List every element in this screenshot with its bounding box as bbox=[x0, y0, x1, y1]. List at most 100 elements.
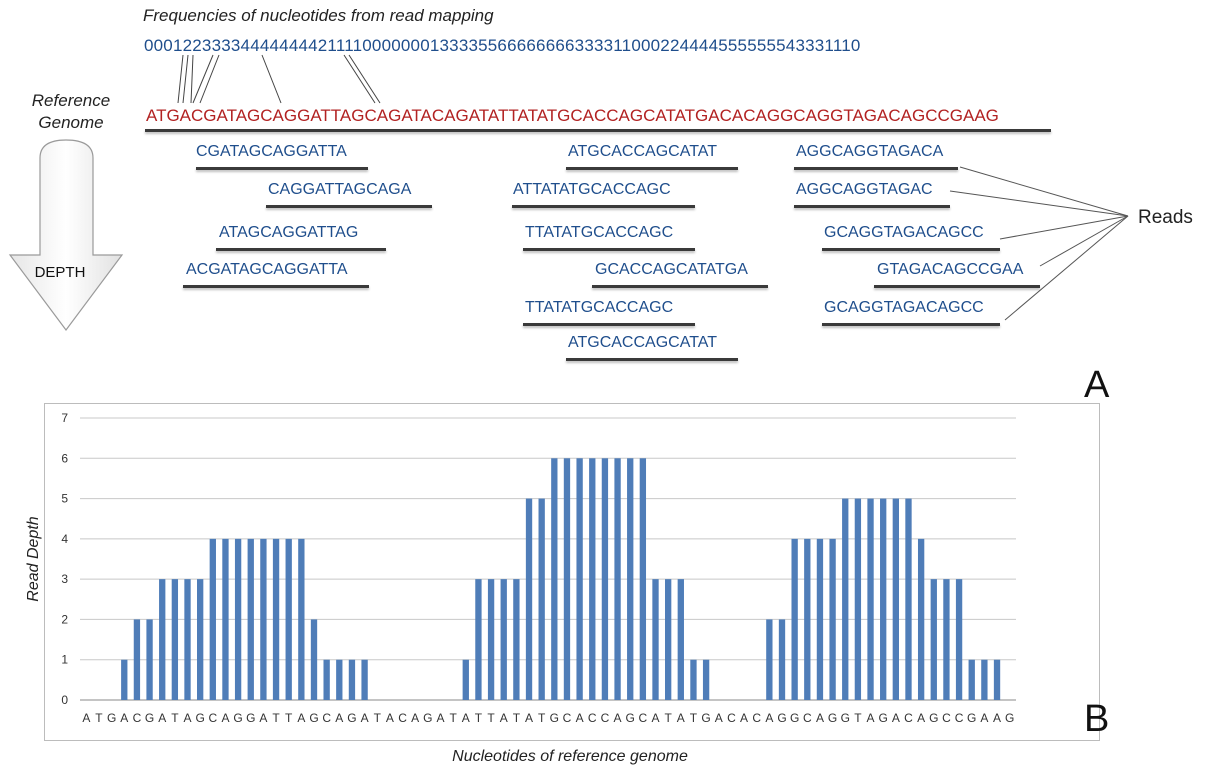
x-tick-label: T bbox=[449, 711, 457, 725]
y-axis-label: Read Depth bbox=[25, 516, 42, 601]
bar bbox=[867, 498, 874, 700]
bar bbox=[272, 538, 280, 700]
bar bbox=[614, 458, 621, 700]
x-tick-label: A bbox=[500, 711, 508, 725]
x-tick-label: A bbox=[917, 711, 925, 725]
x-tick-label: C bbox=[563, 711, 572, 725]
read-underline bbox=[523, 323, 695, 326]
bar bbox=[323, 659, 330, 700]
read-underline bbox=[266, 205, 432, 208]
x-tick-label: C bbox=[942, 711, 951, 725]
bar bbox=[551, 458, 558, 700]
read-underline bbox=[794, 167, 958, 170]
y-tick-label: 7 bbox=[61, 411, 68, 425]
bar bbox=[285, 538, 292, 700]
x-tick-label: A bbox=[525, 711, 533, 725]
read-underline bbox=[822, 248, 1000, 251]
read-7: TTATATGCACCAGC bbox=[525, 224, 674, 241]
bar bbox=[361, 659, 368, 700]
bar bbox=[133, 619, 141, 700]
read-9: TTATATGCACCAGC bbox=[525, 299, 674, 316]
x-tick-label: A bbox=[867, 711, 875, 725]
bar bbox=[601, 458, 609, 700]
x-tick-label: G bbox=[790, 711, 799, 725]
x-tick-label: G bbox=[423, 711, 432, 725]
x-tick-label: G bbox=[701, 711, 710, 725]
x-tick-label: G bbox=[967, 711, 976, 725]
x-tick-label: G bbox=[929, 711, 938, 725]
read-8: GCACCAGCATATGA bbox=[595, 261, 748, 278]
x-tick-label: T bbox=[374, 711, 382, 725]
x-tick-label: G bbox=[195, 711, 204, 725]
x-tick-label: G bbox=[828, 711, 837, 725]
x-tick-label: A bbox=[361, 711, 369, 725]
x-tick-label: C bbox=[208, 711, 217, 725]
bar bbox=[854, 498, 862, 700]
reads-label: Reads bbox=[1138, 207, 1193, 228]
y-tick-label: 4 bbox=[61, 532, 68, 546]
bar bbox=[247, 538, 254, 700]
bar bbox=[487, 579, 495, 700]
x-tick-label: A bbox=[892, 711, 900, 725]
reference-underline bbox=[145, 129, 1051, 132]
read-underline bbox=[523, 248, 695, 251]
bar bbox=[778, 619, 786, 700]
bar bbox=[475, 579, 482, 700]
bar bbox=[121, 659, 128, 700]
read-underline bbox=[874, 285, 1040, 288]
bar bbox=[880, 498, 887, 700]
x-tick-label: T bbox=[538, 711, 546, 725]
x-tick-label: G bbox=[347, 711, 356, 725]
bar bbox=[917, 538, 925, 700]
x-tick-label: G bbox=[233, 711, 242, 725]
x-tick-label: T bbox=[95, 711, 103, 725]
x-tick-label: C bbox=[727, 711, 736, 725]
read-underline bbox=[183, 285, 369, 288]
x-tick-label: A bbox=[765, 711, 773, 725]
read-11: AGGCAGGTAGACA bbox=[796, 143, 944, 160]
x-tick-label: C bbox=[904, 711, 913, 725]
bar bbox=[171, 579, 179, 700]
bar bbox=[500, 579, 507, 700]
read-1: CGATAGCAGGATTA bbox=[196, 143, 347, 160]
x-tick-label: A bbox=[297, 711, 305, 725]
x-tick-label: A bbox=[993, 711, 1001, 725]
x-tick-label: A bbox=[816, 711, 824, 725]
x-tick-label: A bbox=[652, 711, 660, 725]
read-13: GCAGGTAGACAGCC bbox=[824, 224, 984, 241]
x-tick-label: T bbox=[171, 711, 179, 725]
bar bbox=[260, 538, 267, 700]
x-tick-label: A bbox=[221, 711, 229, 725]
bar bbox=[576, 458, 583, 700]
bar bbox=[639, 458, 647, 700]
x-tick-label: G bbox=[777, 711, 786, 725]
read-12: AGGCAGGTAGAC bbox=[796, 181, 933, 198]
bar bbox=[981, 659, 988, 700]
x-axis-label: Nucleotides of reference genome bbox=[452, 748, 688, 765]
panel-a-label: A bbox=[1084, 364, 1110, 406]
x-tick-label: A bbox=[184, 711, 192, 725]
x-tick-label: G bbox=[841, 711, 850, 725]
x-tick-label: A bbox=[411, 711, 419, 725]
x-tick-label: G bbox=[626, 711, 635, 725]
x-tick-label: T bbox=[513, 711, 521, 725]
x-tick-label: C bbox=[752, 711, 761, 725]
read-5: ATGCACCAGCATAT bbox=[568, 143, 718, 160]
bar bbox=[348, 659, 356, 700]
bar bbox=[829, 538, 836, 700]
bar bbox=[993, 659, 1001, 700]
read-10: ATGCACCAGCATAT bbox=[568, 334, 718, 351]
read-underline bbox=[196, 167, 368, 170]
x-tick-label: T bbox=[664, 711, 672, 725]
bar bbox=[563, 458, 571, 700]
bar bbox=[513, 579, 520, 700]
x-tick-label: G bbox=[246, 711, 255, 725]
x-tick-label: C bbox=[322, 711, 331, 725]
x-tick-label: C bbox=[588, 711, 597, 725]
y-tick-label: 3 bbox=[61, 572, 68, 586]
bar bbox=[589, 458, 596, 700]
read-4: ACGATAGCAGGATTA bbox=[186, 261, 348, 278]
x-tick-label: T bbox=[285, 711, 293, 725]
frequency-connectors bbox=[8, 54, 1129, 332]
x-tick-label: A bbox=[120, 711, 128, 725]
